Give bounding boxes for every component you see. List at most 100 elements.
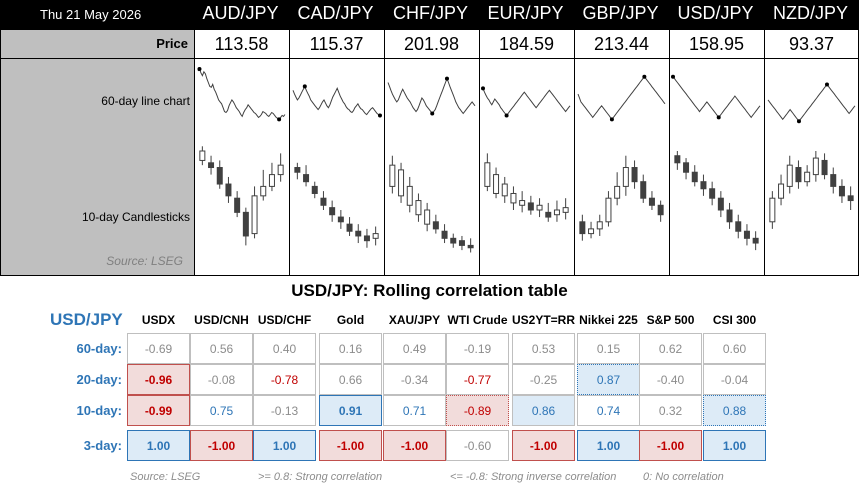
candle-body [208,162,215,169]
candle-body [216,167,223,185]
correlation-cell: -0.60 [446,430,509,461]
candle-body [622,167,629,187]
price-line [292,85,381,116]
pair-header-gbp-jpy: GBP/JPY [582,3,659,23]
row-label: 10-day: [76,403,122,418]
correlation-cell: -0.89 [446,395,509,426]
candle-body [441,230,448,239]
correlation-cell: -0.04 [703,364,766,395]
candle-body [501,183,508,197]
pair-header-eur-jpy: EUR/JPY [487,3,564,23]
correlation-cell: 0.87 [577,364,640,395]
candle-body [406,185,413,206]
candle-body [648,197,655,206]
price-label: Price [156,36,188,51]
grid-divider [384,30,385,275]
column-header: USD/CHF [257,313,312,327]
candle-body [389,164,396,187]
candle-body [355,230,362,237]
column-header: Gold [336,313,365,327]
legend-strong: >= 0.8: Strong correlation [258,471,383,483]
correlation-cell: -1.00 [190,430,253,461]
candle-body [320,197,327,206]
correlation-cell: 1.00 [127,430,190,461]
candle-body [726,209,733,223]
correlation-cell: 0.88 [703,395,766,426]
correlation-cell: 0.15 [577,333,640,364]
candle-body [830,174,837,187]
correlation-cell: -0.19 [446,333,509,364]
candle-body [199,150,206,161]
extreme-marker [444,76,449,81]
candle-body [579,221,586,235]
candle-body [674,155,681,164]
correlation-cell: -1.00 [319,430,382,461]
candle-body [467,244,474,249]
price-nzd-jpy: 93.37 [788,34,835,54]
candle-body [545,211,552,218]
pair-header-aud-jpy: AUD/JPY [202,3,279,23]
candle-body [752,237,759,244]
candle-body [268,174,275,187]
pair-header-usd-jpy: USD/JPY [677,3,754,23]
extreme-marker [504,113,509,118]
extreme-marker [824,82,829,87]
correlation-cell: 0.32 [639,395,702,426]
pair-header-chf-jpy: CHF/JPY [392,3,468,23]
column-header: Nikkei 225 [579,313,638,327]
correlation-cell: -0.78 [253,364,316,395]
correlation-cell: -0.08 [190,364,253,395]
grid-divider [289,30,290,275]
correlation-cell: 0.56 [190,333,253,364]
row-label: 60-day: [76,341,122,356]
price-cad-jpy: 115.37 [309,34,364,54]
column-header: US2YT=RR [511,313,576,327]
candle-body [260,185,267,197]
correlation-cell: 1.00 [703,430,766,461]
line-chart-label: 60-day line chart [101,94,190,108]
candle-body [683,162,690,173]
candle-body [398,169,405,197]
candle-body [510,192,517,204]
candle-body [631,167,638,183]
pair-header-nzd-jpy: NZD/JPY [772,3,848,23]
candlestick-label: 10-day Candlesticks [81,210,190,224]
candle-body [614,185,621,199]
price-aud-jpy: 113.58 [214,34,269,54]
candle-body [700,181,707,190]
candle-body [769,197,776,223]
candle-body [337,216,344,223]
row-label-column: Price 60-day line chart 10-day Candlesti… [1,30,194,275]
price-line [482,88,571,117]
correlation-cell: 0.16 [319,333,382,364]
row-label: 3-day: [83,438,122,453]
extreme-marker [716,115,721,120]
extreme-marker [796,119,801,124]
column-header: USDX [141,313,176,327]
correlation-cell: 0.60 [703,333,766,364]
candle-body [838,185,845,197]
candle-body [778,183,785,199]
candle-body [225,183,232,197]
correlation-cell: 0.91 [319,395,382,426]
candle-body [277,164,284,176]
price-gbp-jpy: 213.44 [593,34,650,54]
header-bar: Thu 21 May 2026 AUD/JPY CAD/JPY CHF/JPY … [0,0,859,30]
candle-body [709,188,716,199]
candle-body [812,157,819,176]
grid-divider [764,30,765,275]
price-eur-jpy: 184.59 [498,34,555,54]
correlation-cell: -0.25 [512,364,575,395]
candle-body [553,209,560,216]
extreme-marker [642,74,647,79]
candle-body [519,200,526,206]
extreme-marker [277,117,282,122]
candle-body [303,174,310,183]
column-header: S&P 500 [646,313,695,327]
correlation-cell: -0.96 [127,364,190,395]
extreme-marker [671,74,675,79]
correlation-cell: 0.40 [253,333,316,364]
price-line [577,75,666,121]
price-usd-jpy: 158.95 [688,34,745,54]
grid-divider [194,30,195,275]
